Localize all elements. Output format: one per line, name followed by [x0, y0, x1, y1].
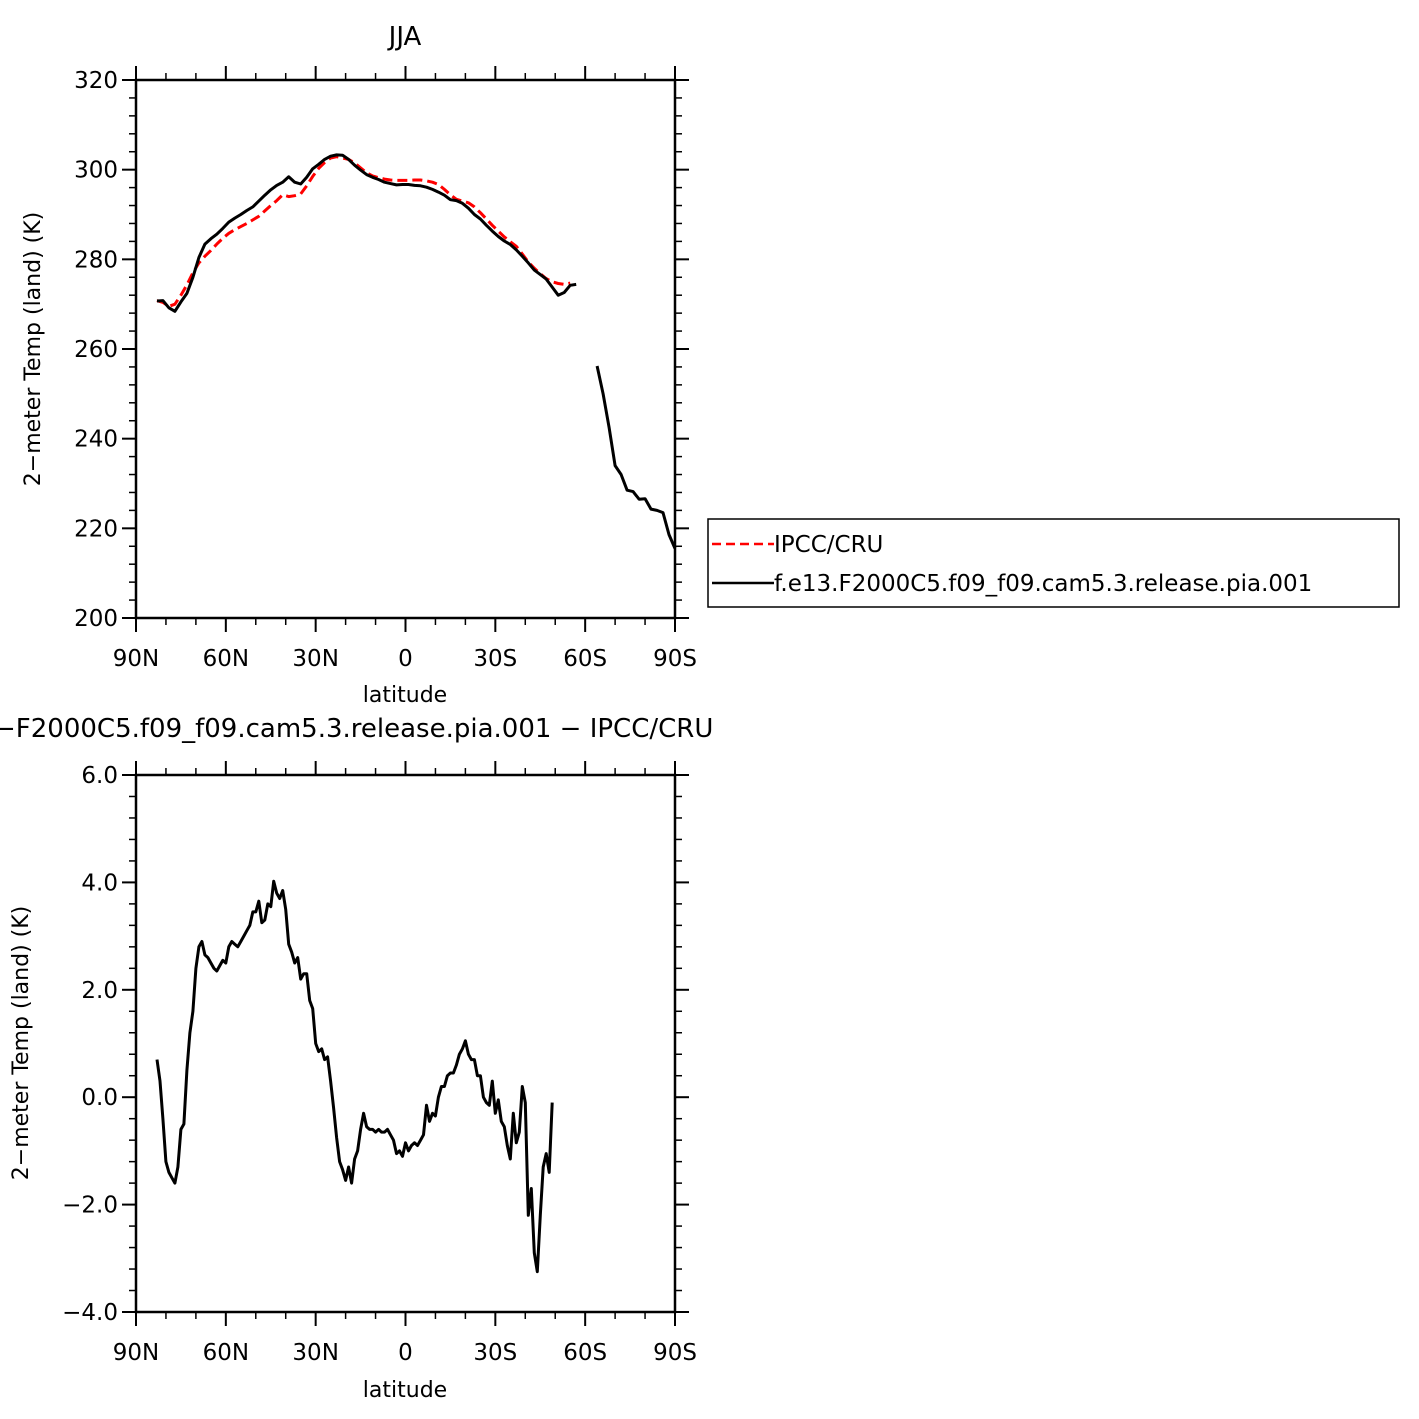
- bottom-y-tick-label: 0.0: [81, 1085, 118, 1111]
- bottom-chart-title: −F2000C5.f09_f09.cam5.3.release.pia.001 …: [0, 714, 713, 744]
- top-panel: JJA 200 220 240 260 280 300 320 90N 60N 30N 0 30S 6…: [21, 22, 1400, 708]
- bottom-series-line-0-0: [155, 879, 554, 1274]
- top-plot-lines: [156, 153, 677, 550]
- top-chart-title: JJA: [387, 22, 422, 52]
- top-series-line-1-0: [156, 153, 577, 313]
- bottom-x-ticks: 90N 60N 30N 0 30S 60S 90S: [113, 761, 697, 1366]
- bottom-x-tick-label: 30N: [292, 1340, 338, 1366]
- top-y-tick-label: 240: [74, 427, 118, 453]
- top-y-tick-label: 200: [74, 606, 118, 632]
- top-y-tick-label: 260: [74, 337, 118, 363]
- bottom-x-tick-label: 90S: [653, 1340, 697, 1366]
- bottom-x-tick-label: 60S: [563, 1340, 607, 1366]
- bottom-y-tick-label: 4.0: [81, 870, 118, 896]
- top-y-ticks: 200 220 240 260 280 300 320: [74, 68, 689, 632]
- top-series-line-1-1: [595, 365, 677, 550]
- legend: IPCC/CRU f.e13.F2000C5.f09_f09.cam5.3.re…: [707, 518, 1400, 608]
- bottom-y-tick-label: −2.0: [62, 1193, 118, 1219]
- top-series-line-0-0: [156, 155, 571, 308]
- top-x-tick-label: 30S: [473, 646, 517, 672]
- bottom-plot-frame: [134, 773, 677, 1314]
- top-x-tick-label: 30N: [292, 646, 338, 672]
- top-plot-frame: [134, 78, 677, 620]
- top-x-tick-label: 60S: [563, 646, 607, 672]
- top-y-tick-label: 220: [74, 516, 118, 542]
- bottom-x-axis-label: latitude: [363, 1378, 447, 1403]
- top-x-tick-label: 90S: [653, 646, 697, 672]
- top-x-axis-label: latitude: [363, 683, 447, 708]
- top-y-tick-label: 300: [74, 158, 118, 184]
- top-x-tick-label: 90N: [113, 646, 159, 672]
- bottom-y-ticks: −4.0 −2.0 0.0 2.0 4.0 6.0: [62, 763, 689, 1326]
- top-y-tick-label: 280: [74, 247, 118, 273]
- bottom-x-tick-label: 30S: [473, 1340, 517, 1366]
- top-y-tick-label: 320: [74, 68, 118, 94]
- bottom-y-tick-label: 6.0: [81, 763, 118, 789]
- legend-label-ipcc: IPCC/CRU: [774, 532, 883, 558]
- bottom-plot-lines: [155, 879, 554, 1274]
- bottom-x-tick-label: 0: [398, 1340, 413, 1366]
- bottom-y-axis-label: 2−meter Temp (land) (K): [9, 906, 34, 1180]
- bottom-y-tick-label: −4.0: [62, 1300, 118, 1326]
- bottom-y-tick-label: 2.0: [81, 978, 118, 1004]
- legend-label-model: f.e13.F2000C5.f09_f09.cam5.3.release.pia…: [774, 571, 1312, 597]
- top-x-ticks: 90N 60N 30N 0 30S 60S 90S: [113, 66, 697, 672]
- bottom-x-tick-label: 60N: [203, 1340, 249, 1366]
- bottom-x-tick-label: 90N: [113, 1340, 159, 1366]
- top-x-tick-label: 0: [398, 646, 413, 672]
- bottom-panel: −F2000C5.f09_f09.cam5.3.release.pia.001 …: [0, 714, 713, 1403]
- legend-box: [707, 518, 1400, 608]
- top-x-tick-label: 60N: [203, 646, 249, 672]
- top-y-axis-label: 2−meter Temp (land) (K): [21, 212, 46, 486]
